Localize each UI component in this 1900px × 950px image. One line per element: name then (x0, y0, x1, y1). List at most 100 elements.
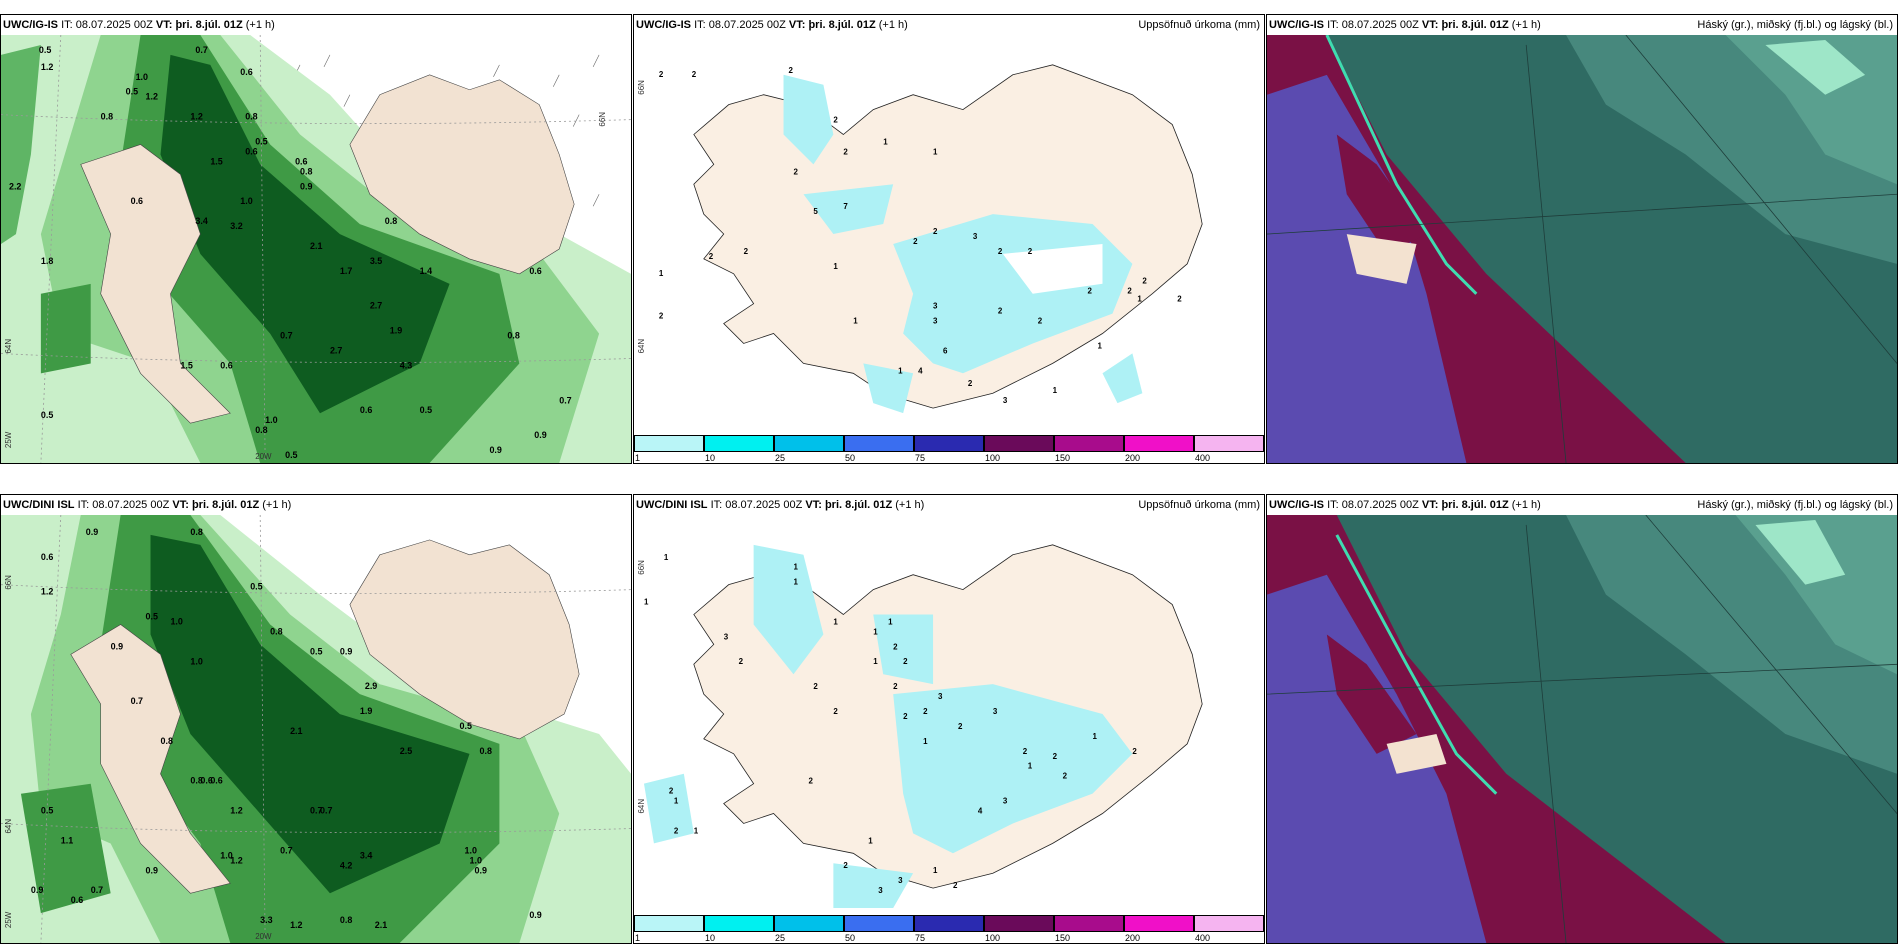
svg-text:1: 1 (873, 657, 878, 666)
svg-text:2: 2 (813, 682, 818, 691)
svg-text:1: 1 (659, 269, 664, 278)
panel-header: UWC/IG-IS IT: 08.07.2025 00Z VT: þri. 8.… (634, 15, 1264, 35)
svg-text:2: 2 (893, 682, 898, 691)
svg-text:2: 2 (1038, 317, 1043, 326)
lat-label: 64N (4, 339, 13, 354)
svg-text:2.7: 2.7 (370, 301, 382, 311)
svg-text:0.6: 0.6 (240, 67, 252, 77)
map-precip-wind-2[interactable]: 66N 64N 20W 25W 0.9 0.8 0.6 1.2 1.0 0.5 0.5 1.0… (1, 515, 631, 943)
colorbar: 1 10 25 50 75 100 150 200 400 (634, 913, 1264, 943)
colorbar-swatch (774, 435, 844, 452)
graticule (1, 515, 631, 943)
svg-text:2: 2 (674, 826, 679, 835)
svg-text:0.9: 0.9 (340, 646, 352, 656)
map-clouds-2[interactable] (1267, 515, 1897, 943)
colorbar-tick: 50 (845, 453, 856, 463)
colorbar-swatch (914, 435, 984, 452)
svg-text:0.6: 0.6 (200, 776, 212, 786)
colorbar-tick: 25 (775, 933, 786, 943)
colorbar-swatch (844, 915, 914, 932)
svg-text:6: 6 (943, 346, 948, 355)
svg-text:0.8: 0.8 (190, 776, 202, 786)
svg-text:2: 2 (923, 707, 928, 716)
header-left: UWC/IG-IS IT: 08.07.2025 00Z VT: þri. 8.… (3, 19, 275, 31)
svg-text:2: 2 (893, 642, 898, 651)
svg-text:1: 1 (888, 617, 893, 626)
svg-text:1.0: 1.0 (220, 850, 232, 860)
svg-text:2: 2 (692, 70, 697, 79)
svg-text:2: 2 (709, 252, 714, 261)
lon-label: 25W (4, 911, 13, 928)
svg-text:1.1: 1.1 (61, 835, 73, 845)
iceland-land (70, 539, 580, 894)
map-clouds-1[interactable] (1267, 35, 1897, 463)
svg-text:2: 2 (843, 147, 848, 156)
svg-text:2.1: 2.1 (290, 726, 302, 736)
svg-text:2.1: 2.1 (310, 241, 322, 251)
svg-text:0.9: 0.9 (111, 641, 123, 651)
svg-text:1.5: 1.5 (180, 360, 192, 370)
svg-text:3: 3 (1003, 797, 1008, 806)
svg-text:0.7: 0.7 (559, 395, 571, 405)
colorbar-tick: 100 (985, 933, 1001, 943)
colorbar-swatch (1124, 435, 1194, 452)
svg-text:2: 2 (843, 861, 848, 870)
svg-text:2: 2 (1127, 287, 1132, 296)
svg-text:1: 1 (833, 617, 838, 626)
svg-text:1.7: 1.7 (340, 266, 352, 276)
svg-text:2: 2 (1177, 295, 1182, 304)
svg-text:3: 3 (993, 707, 998, 716)
colorbar-tick: 150 (1055, 453, 1071, 463)
svg-text:4: 4 (978, 807, 983, 816)
svg-text:2: 2 (903, 657, 908, 666)
svg-text:2: 2 (998, 307, 1003, 316)
svg-text:1.8: 1.8 (41, 256, 53, 266)
svg-text:1: 1 (933, 866, 938, 875)
svg-text:0.5: 0.5 (310, 646, 322, 656)
graticule (1, 35, 631, 463)
svg-text:0.6: 0.6 (131, 196, 143, 206)
svg-text:0.8: 0.8 (160, 736, 172, 746)
svg-text:3: 3 (973, 232, 978, 241)
svg-text:0.7: 0.7 (280, 331, 292, 341)
panel-field-title: Háský (gr.), miðský (fj.bl.) og lágský (… (1697, 499, 1893, 511)
lon-label: 20W (255, 932, 272, 941)
svg-text:0.9: 0.9 (86, 527, 98, 537)
svg-text:2.7: 2.7 (330, 346, 342, 356)
svg-text:1: 1 (674, 797, 679, 806)
panel-ig-is-precip: UWC/IG-IS IT: 08.07.2025 00Z VT: þri. 8.… (633, 14, 1265, 464)
panel-field-title: Uppsöfnuð úrkoma (mm) (1138, 19, 1260, 31)
svg-text:0.8: 0.8 (190, 527, 202, 537)
colorbar-tick: 1 (635, 453, 641, 463)
precip-value-labels: 0.9 0.80.61.21.00.50.51.00.90.80.70.80.52… (31, 527, 542, 930)
svg-text:0.6: 0.6 (295, 156, 307, 166)
svg-text:2.1: 2.1 (375, 920, 387, 930)
svg-text:3: 3 (898, 876, 903, 885)
svg-text:0.8: 0.8 (507, 331, 519, 341)
svg-text:3: 3 (933, 317, 938, 326)
svg-text:0.5: 0.5 (285, 450, 297, 460)
svg-text:2.2: 2.2 (9, 181, 21, 191)
panel-header: UWC/IG-IS IT: 08.07.2025 00Z VT: þri. 8.… (1, 15, 631, 35)
panel-dini-precip: UWC/DINI ISL IT: 08.07.2025 00Z VT: þri.… (633, 494, 1265, 944)
svg-text:1: 1 (853, 317, 858, 326)
panel-field-title: Háský (gr.), miðský (fj.bl.) og lágský (… (1697, 19, 1893, 31)
svg-text:0.6: 0.6 (360, 405, 372, 415)
panel-header: UWC/IG-IS IT: 08.07.2025 00Z VT: þri. 8.… (1267, 15, 1897, 35)
svg-text:1.9: 1.9 (360, 706, 372, 716)
svg-text:2: 2 (793, 167, 798, 176)
map-precip-wind-1[interactable]: 66N 64N 20W 25W 0.5 0.7 0.6 1.0 1.2 1.2 0.5 0.8… (1, 35, 631, 463)
precip-value-labels: 0.5 0.70.61.01.21.20.50.8 1.21.50.60.80.50… (9, 45, 572, 460)
svg-text:0.8: 0.8 (340, 915, 352, 925)
dry-gaps (1002, 243, 1103, 294)
lat-label: 66N (598, 112, 607, 127)
header-left: UWC/IG-IS IT: 08.07.2025 00Z VT: þri. 8.… (1269, 19, 1541, 31)
svg-text:1: 1 (883, 137, 888, 146)
svg-text:2: 2 (913, 237, 918, 246)
svg-text:1.4: 1.4 (420, 266, 432, 276)
svg-text:3.4: 3.4 (360, 850, 372, 860)
panel-ig-is-clouds: UWC/IG-IS IT: 08.07.2025 00Z VT: þri. 8.… (1266, 14, 1898, 464)
